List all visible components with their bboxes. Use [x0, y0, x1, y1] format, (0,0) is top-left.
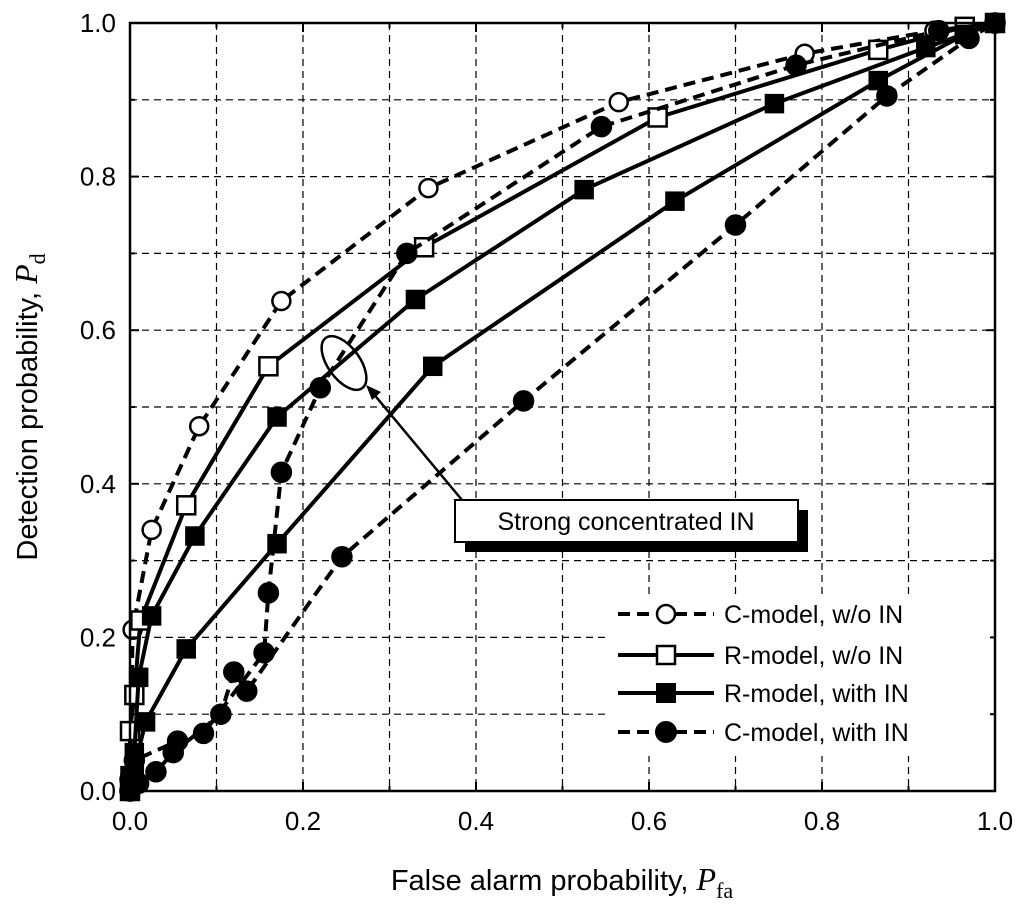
- y-tick-label: 0.8: [80, 162, 116, 192]
- x-tick-label: 0.4: [458, 806, 494, 836]
- x-axis-title-text: False alarm probability,: [391, 865, 697, 897]
- data-point: [127, 772, 150, 795]
- annotation-arrowhead: [366, 385, 381, 400]
- annotation-box: [454, 499, 799, 543]
- x-axis-title: False alarm probability, Pfa: [391, 861, 734, 903]
- x-axis-subscript: fa: [716, 878, 733, 903]
- data-point: [928, 19, 950, 42]
- data-point: [124, 684, 145, 706]
- legend-item-r-model-wo-in: R-model, w/o IN: [618, 642, 903, 670]
- data-point: [267, 533, 287, 554]
- data-point: [141, 519, 162, 541]
- x-tick-label: 0.6: [631, 806, 667, 836]
- y-tick-label: 0.2: [80, 622, 116, 652]
- legend-item-r-model-with-in: R-model, with IN: [618, 680, 909, 708]
- data-point: [123, 749, 146, 772]
- data-point: [223, 661, 245, 683]
- data-point: [141, 606, 162, 626]
- data-point: [785, 54, 807, 76]
- data-point: [188, 415, 210, 437]
- data-point: [512, 390, 535, 412]
- legend-marker-circle-filled: [655, 721, 677, 743]
- legend-marker-square-open: [655, 644, 677, 666]
- x-tick-label: 0.8: [804, 806, 840, 836]
- y-tick-label: 0.0: [80, 776, 116, 806]
- data-point: [764, 93, 785, 114]
- data-point: [210, 703, 232, 725]
- data-point: [574, 179, 594, 200]
- axis-ticks: 0.0 0.2 0.4 0.6 0.8 1.0 0.0 0.2 0.4 0.6 0.8 1.0: [80, 8, 1013, 836]
- x-tick-label: 0.2: [285, 806, 321, 836]
- data-point: [270, 461, 293, 484]
- data-point: [423, 356, 443, 377]
- y-tick-label: 1.0: [80, 8, 116, 38]
- x-tick-label: 0.0: [112, 806, 148, 836]
- data-point: [258, 356, 279, 377]
- legend-label: C-model, with IN: [724, 719, 909, 747]
- data-point: [590, 115, 613, 138]
- x-axis-symbol: P: [696, 861, 717, 897]
- data-point: [192, 722, 215, 745]
- data-point: [145, 761, 167, 783]
- annotation-ellipse: [320, 334, 368, 392]
- data-point: [309, 377, 332, 399]
- legend: C-model, w/o IN R-model, w/o IN R-model,…: [608, 594, 990, 756]
- legend-item-c-model-with-in: C-model, with IN: [618, 719, 909, 747]
- data-point: [958, 27, 980, 50]
- data-point: [267, 407, 287, 427]
- annotation: Strong concentrated IN: [320, 334, 808, 552]
- data-point: [236, 680, 258, 702]
- data-point: [128, 667, 149, 688]
- series-6: [119, 12, 1006, 802]
- data-point: [405, 289, 426, 310]
- legend-label: C-model, w/o IN: [724, 601, 903, 629]
- data-point: [665, 191, 685, 211]
- legend-marker-square-filled: [656, 683, 676, 703]
- data-point: [608, 91, 629, 113]
- y-tick-label: 0.4: [80, 469, 116, 499]
- data-point: [176, 639, 196, 659]
- data-point: [396, 242, 418, 265]
- data-point: [647, 107, 668, 128]
- data-point: [418, 177, 439, 199]
- data-point: [185, 526, 205, 546]
- annotation-label: Strong concentrated IN: [497, 508, 754, 536]
- y-axis-symbol: P: [8, 264, 44, 285]
- legend-item-c-model-wo-in: C-model, w/o IN: [618, 601, 903, 629]
- y-tick-label: 0.6: [80, 315, 116, 345]
- data-point: [175, 495, 197, 516]
- data-point: [331, 546, 353, 568]
- data-point: [135, 712, 156, 732]
- series-5: [119, 12, 1006, 802]
- y-axis-title: Detection probability, Pd: [8, 253, 50, 560]
- y-axis-title-text: Detection probability,: [12, 284, 44, 561]
- data-point: [271, 290, 292, 312]
- data-point: [253, 642, 275, 664]
- data-point: [876, 85, 898, 107]
- data-point: [257, 582, 280, 604]
- legend-label: R-model, with IN: [724, 680, 909, 708]
- x-tick-label: 1.0: [977, 806, 1013, 836]
- legend-label: R-model, w/o IN: [724, 642, 903, 670]
- series-layer: [119, 12, 1006, 802]
- data-point: [724, 214, 747, 236]
- data-point: [162, 741, 184, 764]
- legend-marker-circle-open: [655, 603, 677, 625]
- y-axis-subscript: d: [25, 253, 50, 264]
- annotation-arrow-line: [371, 391, 463, 501]
